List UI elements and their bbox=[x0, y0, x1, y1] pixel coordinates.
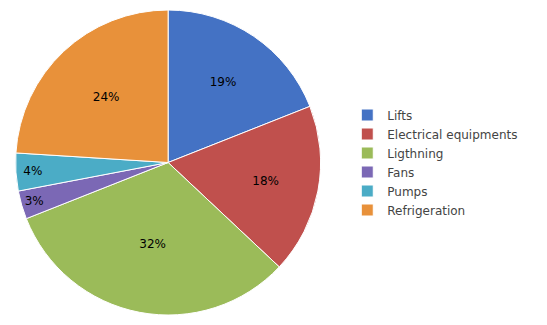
svg-text:Fans: Fans bbox=[387, 166, 414, 180]
svg-text:3%: 3% bbox=[25, 194, 44, 208]
svg-text:Lifts: Lifts bbox=[387, 109, 412, 123]
svg-text:19%: 19% bbox=[210, 75, 237, 89]
svg-text:Ligthning: Ligthning bbox=[387, 147, 443, 161]
svg-text:4%: 4% bbox=[23, 164, 42, 178]
svg-text:Electrical equipments: Electrical equipments bbox=[387, 128, 517, 142]
svg-text:Pumps: Pumps bbox=[387, 185, 427, 199]
svg-text:24%: 24% bbox=[93, 90, 120, 104]
svg-text:18%: 18% bbox=[252, 174, 279, 188]
svg-text:Refrigeration: Refrigeration bbox=[387, 204, 465, 218]
svg-text:32%: 32% bbox=[139, 237, 166, 251]
